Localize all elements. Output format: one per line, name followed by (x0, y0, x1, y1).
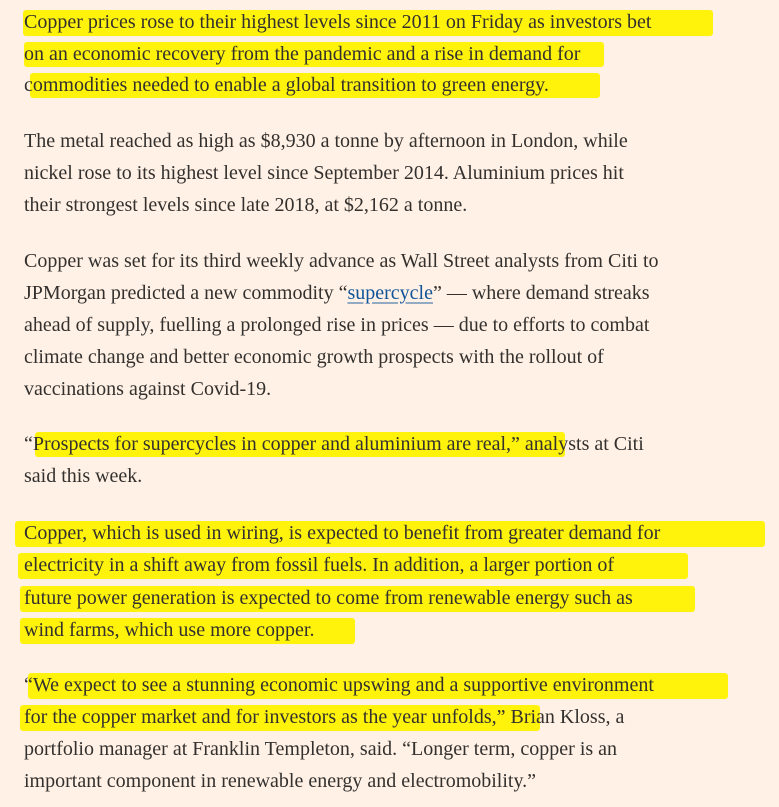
text-line: ahead of supply, fuelling a prolonged ri… (24, 314, 650, 336)
text-segment: ” — where demand streaks (432, 282, 650, 304)
text-line: wind farms, which use more copper. (24, 619, 315, 641)
text-line: “We expect to see a stunning economic up… (24, 674, 654, 696)
text-line: electricity in a shift away from fossil … (24, 554, 615, 576)
highlight-mark (23, 10, 713, 36)
text-line: JPMorgan predicted a new commodity “supe… (24, 281, 650, 305)
text-segment: JPMorgan predicted a new commodity “ (24, 282, 348, 304)
text-line: Copper, which is used in wiring, is expe… (24, 522, 661, 544)
text-line: future power generation is expected to c… (24, 587, 633, 609)
supercycle-link[interactable]: supercycle (347, 282, 433, 304)
highlight-mark (20, 705, 540, 731)
text-line: vaccinations against Covid-19. (24, 378, 272, 400)
text-line: their strongest levels since late 2018, … (24, 194, 468, 216)
text-line: Copper was set for its third weekly adva… (24, 250, 659, 272)
text-line: portfolio manager at Franklin Templeton,… (24, 738, 618, 760)
text-line: Copper prices rose to their highest leve… (24, 11, 652, 33)
highlight-mark (28, 673, 728, 699)
highlight-mark (35, 432, 565, 457)
text-line: on an economic recovery from the pandemi… (24, 43, 581, 65)
highlight-mark (20, 618, 355, 644)
text-line: climate change and better economic growt… (24, 346, 604, 368)
text-line: The metal reached as high as $8,930 a to… (24, 130, 628, 152)
text-line: for the copper market and for investors … (24, 706, 625, 728)
highlight-mark (15, 521, 765, 547)
highlight-mark (24, 42, 604, 67)
highlight-mark (18, 553, 688, 579)
text-line: said this week. (24, 465, 143, 487)
text-line: “Prospects for supercycles in copper and… (24, 433, 644, 455)
text-line: important component in renewable energy … (24, 770, 537, 792)
text-line: commodities needed to enable a global tr… (24, 74, 549, 96)
highlight-mark (20, 586, 695, 612)
text-line: nickel rose to its highest level since S… (24, 162, 624, 184)
highlight-mark (30, 73, 600, 98)
